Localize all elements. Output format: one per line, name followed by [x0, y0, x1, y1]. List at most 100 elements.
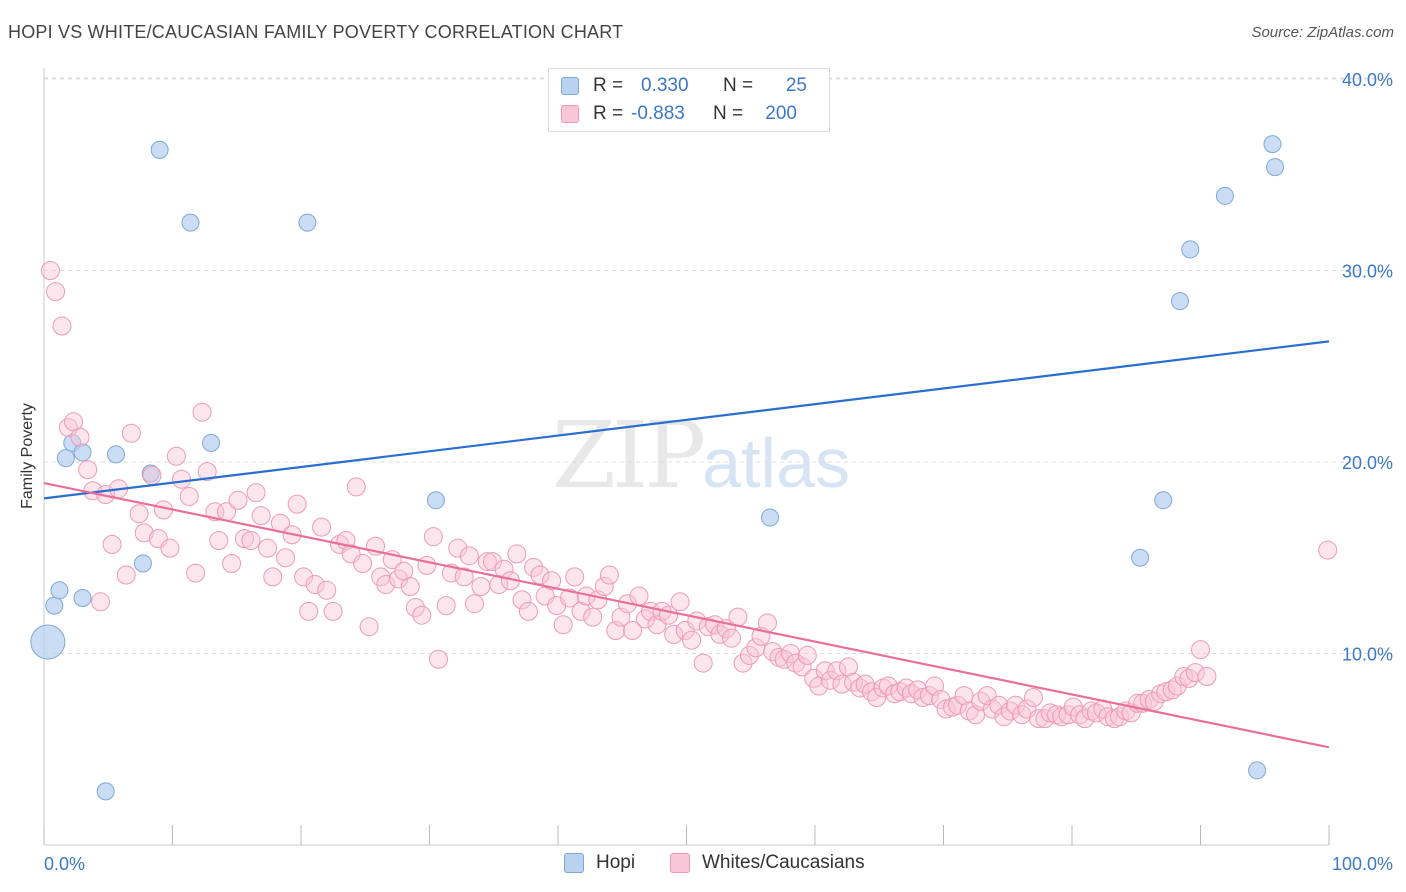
legend-item-white[interactable]: Whites/Caucasians — [670, 852, 865, 874]
white-point — [70, 427, 90, 447]
white-point — [867, 688, 887, 708]
white-point — [507, 544, 527, 564]
white-point — [565, 567, 585, 587]
white-point — [629, 586, 649, 606]
white-point — [134, 523, 154, 543]
white-point — [197, 462, 217, 482]
hopi-point — [1131, 548, 1150, 567]
white-point — [855, 674, 875, 694]
white-point — [919, 686, 939, 706]
white-point — [91, 592, 111, 612]
white-point — [1000, 701, 1020, 721]
white-point — [251, 506, 271, 526]
white-point — [287, 494, 307, 514]
white-point — [542, 571, 562, 591]
hopi-point — [1154, 491, 1173, 510]
trend-lines — [43, 340, 1330, 749]
white-point — [1063, 697, 1083, 717]
white-point — [323, 601, 343, 621]
white-point — [571, 601, 591, 621]
chart-title: HOPI VS WHITE/CAUCASIAN FAMILY POVERTY C… — [8, 22, 624, 42]
white-point — [664, 624, 684, 644]
white-point — [948, 695, 968, 715]
white-point — [1029, 709, 1049, 729]
y-axis-label: Family Poverty — [19, 403, 36, 509]
white-point — [524, 557, 544, 577]
n-value: 200 — [765, 103, 797, 124]
white-point — [276, 548, 296, 568]
white-point — [682, 630, 702, 650]
watermark-atlas: atlas — [702, 424, 851, 502]
white-point — [599, 565, 619, 585]
hopi-point — [1266, 158, 1285, 177]
white-point — [317, 580, 337, 600]
white-point — [192, 402, 212, 422]
white-point — [405, 598, 425, 618]
white-point — [40, 261, 60, 280]
white-point — [52, 316, 72, 336]
white-point — [862, 682, 882, 702]
hopi-point — [1263, 135, 1282, 154]
hopi-point — [73, 443, 92, 462]
hopi-point — [1215, 186, 1234, 205]
source-label: Source: ZipAtlas.com — [1251, 24, 1394, 41]
white-point — [693, 653, 713, 673]
white-point — [1185, 663, 1205, 683]
white-point — [820, 670, 840, 690]
legend-item-hopi[interactable]: Hopi — [564, 852, 635, 874]
white-point — [263, 567, 283, 587]
white-point — [1156, 682, 1176, 702]
n-value: 25 — [785, 75, 807, 96]
r-label: R = — [593, 103, 624, 124]
white-point — [299, 601, 319, 621]
white-point — [294, 567, 314, 587]
series-legend: Hopi Whites/Caucasians — [0, 852, 1406, 880]
n-label: N = — [713, 103, 744, 124]
white-point — [459, 546, 479, 566]
hopi-point — [133, 554, 152, 573]
hopi-point — [426, 491, 445, 510]
white-trend-line — [43, 481, 1330, 749]
white-point — [518, 601, 538, 621]
white-point — [739, 645, 759, 665]
white-point — [797, 645, 817, 665]
white-point — [838, 657, 858, 677]
white-point — [428, 649, 448, 669]
white-point — [1098, 707, 1118, 727]
r-label: R = — [593, 75, 624, 96]
white-point — [179, 486, 199, 506]
hopi-point — [1170, 292, 1189, 311]
white-point — [400, 576, 420, 596]
stats-row-hopi: R = 0.330 N = 25 — [561, 73, 807, 99]
white-point — [222, 553, 242, 573]
hopi-point — [202, 433, 221, 452]
hopi-point — [106, 445, 125, 464]
white-point — [142, 465, 162, 485]
white-point — [241, 531, 261, 551]
hopi-points — [30, 135, 1285, 801]
white-point — [583, 607, 603, 627]
white-point — [931, 689, 951, 709]
white-point — [989, 695, 1009, 715]
white-point — [670, 592, 690, 612]
white-point — [121, 423, 141, 443]
hopi-point — [181, 213, 200, 232]
white-point — [186, 563, 206, 583]
white-point — [412, 605, 432, 625]
hopi-point — [73, 588, 92, 607]
white-point — [1162, 680, 1182, 700]
x-tick-label: 100.0% — [1332, 854, 1393, 874]
y-tick-label: 40.0% — [1342, 70, 1393, 90]
white-point — [1070, 705, 1090, 725]
hopi-legend-swatch — [564, 853, 584, 873]
white-point — [623, 621, 643, 641]
white-point — [209, 531, 229, 551]
hopi-point — [45, 596, 64, 615]
white-point — [234, 529, 254, 549]
white-point — [792, 657, 812, 677]
white-point — [477, 552, 497, 572]
white-point — [1167, 676, 1187, 696]
white-point — [353, 553, 373, 573]
hopi-point — [1181, 240, 1200, 259]
